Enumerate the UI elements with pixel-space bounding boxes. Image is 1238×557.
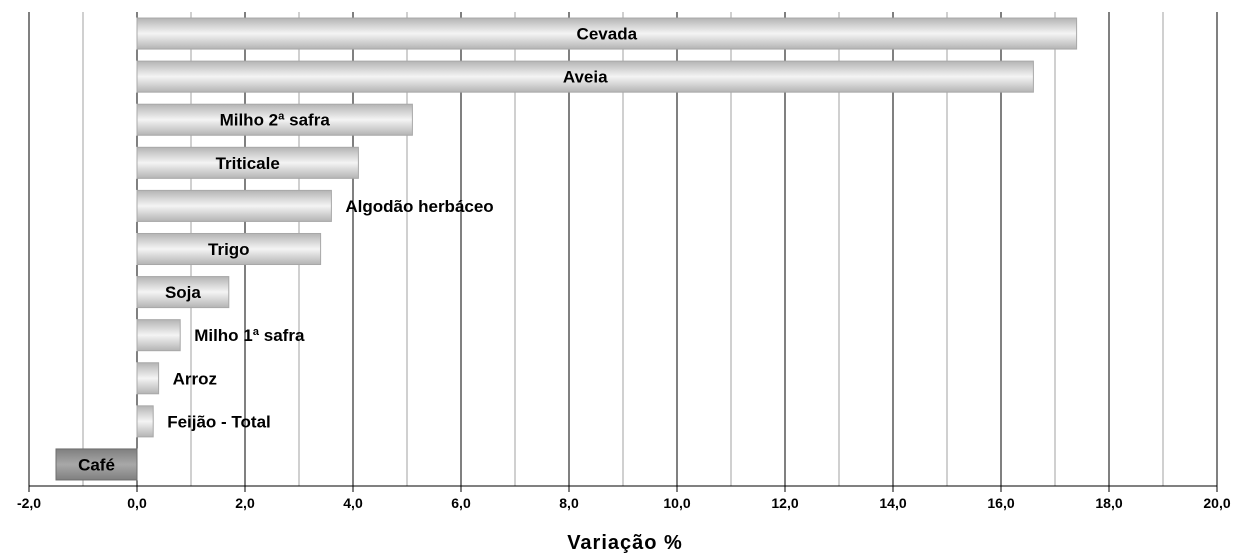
- x-tick-label: 6,0: [451, 495, 471, 511]
- bar-label: Trigo: [208, 240, 250, 259]
- bar: [136, 146, 359, 179]
- bar-label: Aveia: [563, 68, 608, 87]
- x-tick-label: 18,0: [1095, 495, 1122, 511]
- bar: [136, 189, 332, 222]
- x-tick-label: 0,0: [127, 495, 147, 511]
- bar-label: Arroz: [173, 369, 217, 388]
- bar: [55, 448, 138, 481]
- x-axis: -2,0 0,0 2,0 4,0 6,0 8,0 10,0 12,0 14,0 16,0 18,0 2…: [17, 485, 1231, 511]
- x-axis-title: Variação %: [567, 532, 683, 554]
- bar: [136, 17, 1078, 50]
- bar: [136, 362, 160, 395]
- x-tick-label: 10,0: [663, 495, 690, 511]
- x-tick-label: -2,0: [17, 495, 41, 511]
- bar: [136, 232, 322, 266]
- x-tick-label: 2,0: [235, 495, 255, 511]
- bar: [136, 319, 181, 352]
- bar-label: Café: [78, 455, 115, 474]
- bar-label: Milho 1ª safra: [194, 326, 305, 345]
- bars: [55, 17, 1078, 481]
- bar-label: Cevada: [577, 25, 638, 44]
- bar: [136, 276, 230, 309]
- x-tick-label: 12,0: [771, 495, 798, 511]
- x-tick-label: 14,0: [879, 495, 906, 511]
- x-tick-label: 16,0: [987, 495, 1014, 511]
- bar-labels: Cevada Aveia Milho 2ª safra Triticale Algodã…: [78, 25, 638, 475]
- bar-label: Feijão - Total: [167, 412, 271, 431]
- bar: [136, 103, 413, 136]
- bar: [136, 60, 1034, 93]
- bar-label: Soja: [165, 283, 201, 302]
- x-tick-label: 8,0: [559, 495, 579, 511]
- bar-label: Algodão herbáceo: [345, 197, 493, 216]
- bar: [136, 405, 154, 438]
- bar-label: Triticale: [216, 154, 280, 173]
- bar-label: Milho 2ª safra: [220, 111, 331, 130]
- x-tick-label: 20,0: [1203, 495, 1230, 511]
- x-tick-label: 4,0: [343, 495, 363, 511]
